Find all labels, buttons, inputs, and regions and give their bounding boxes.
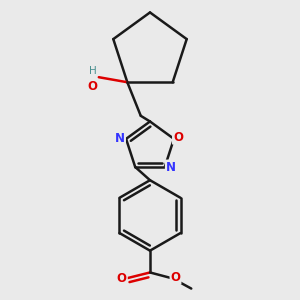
Text: O: O	[87, 80, 97, 93]
Text: H: H	[89, 65, 97, 76]
Text: O: O	[173, 131, 183, 144]
Text: O: O	[170, 271, 181, 284]
Text: O: O	[117, 272, 127, 285]
Text: N: N	[166, 160, 176, 173]
Text: N: N	[115, 132, 125, 146]
